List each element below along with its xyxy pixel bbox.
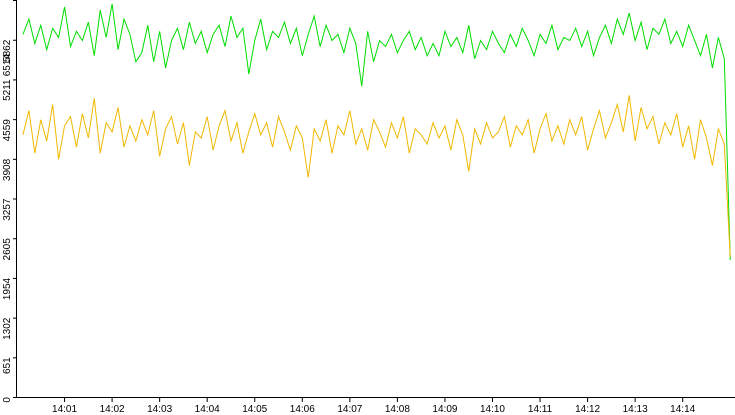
y-tick-label: 5211 [2, 79, 13, 101]
x-tick-label: 14:12 [575, 404, 600, 415]
y-tick-label: 3908 [2, 158, 13, 181]
x-tick-label: 14:10 [480, 404, 505, 415]
x-tick-label: 14:04 [195, 404, 220, 415]
line-series [22, 3, 731, 260]
x-tick-label: 14:03 [147, 404, 172, 415]
y-tick-label: 6514 [2, 54, 13, 77]
y-tick-label: 1302 [2, 317, 13, 340]
x-tick-label: 14:05 [242, 404, 267, 415]
y-tick-label: 1954 [2, 277, 13, 300]
x-tick-label: 14:07 [337, 404, 362, 415]
x-tick-label: 14:01 [52, 404, 77, 415]
line-series [22, 95, 731, 257]
x-tick-label: 14:06 [290, 404, 315, 415]
x-tick-label: 14:09 [432, 404, 457, 415]
x-tick-label: 14:11 [528, 404, 553, 415]
y-tick-label: 2605 [2, 238, 13, 261]
x-tick-label: 14:02 [100, 404, 125, 415]
x-tick-label: 14:14 [670, 404, 695, 415]
x-tick-label: 14:08 [385, 404, 410, 415]
y-tick-label: 0 [2, 397, 13, 403]
y-tick-label: 5862 [2, 39, 13, 62]
y-tick-label: 3257 [2, 198, 13, 221]
x-tick-label: 14:13 [623, 404, 648, 415]
y-tick-label: 651 [2, 357, 13, 374]
y-tick-label: 4559 [2, 119, 13, 142]
